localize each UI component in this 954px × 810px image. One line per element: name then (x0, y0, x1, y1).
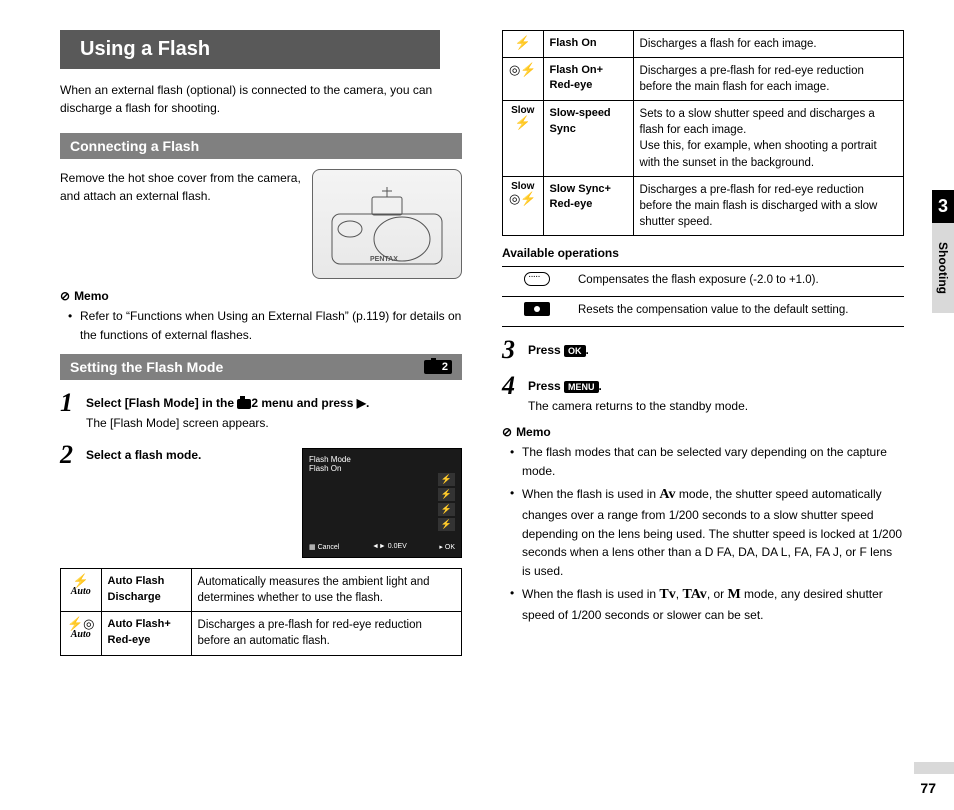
section-heading: Connecting a Flash (70, 138, 199, 154)
connect-text: Remove the hot shoe cover from the camer… (60, 169, 302, 205)
step-number: 2 (60, 442, 78, 468)
chapter-tab: 3 Shooting (932, 190, 954, 313)
lcd-screenshot: Flash Mode Flash On ⚡ ⚡ ⚡ ⚡ ▦ Cancel (302, 448, 462, 558)
chapter-number: 3 (932, 190, 954, 223)
step-sub: The [Flash Mode] screen appears. (86, 414, 462, 432)
step-1: 1 Select [Flash Mode] in the 2 menu and … (60, 390, 462, 432)
memo-item: Refer to “Functions when Using an Extern… (68, 307, 462, 344)
memo-item: When the flash is used in Av mode, the s… (510, 484, 904, 580)
menu-tag: 2 (424, 360, 452, 374)
step-3: 3 Press OK. (502, 337, 904, 363)
mode-m-icon: M (727, 587, 740, 602)
camera-illustration: PENTAX (312, 169, 462, 279)
menu-button-icon: MENU (564, 381, 599, 393)
table-row: Slow◎⚡ Slow Sync+ Red-eye Discharges a p… (503, 176, 904, 235)
step-sub: The camera returns to the standby mode. (528, 397, 904, 415)
table-row: ⚡ Flash On Discharges a flash for each i… (503, 31, 904, 58)
memo-item: The flash modes that can be selected var… (510, 443, 904, 480)
available-ops-table: Compensates the flash exposure (-2.0 to … (502, 266, 904, 327)
rear-dial-icon (524, 272, 550, 286)
table-row: ⚡Auto Auto Flash Discharge Automatically… (61, 569, 462, 612)
step-4: 4 Press MENU. The camera returns to the … (502, 373, 904, 415)
memo-heading: Memo (502, 425, 904, 439)
page-number: 77 (920, 780, 936, 796)
section-heading: Setting the Flash Mode (70, 359, 223, 375)
table-row: ◎⚡ Flash On+ Red-eye Discharges a pre-fl… (503, 58, 904, 101)
mode-tav-icon: TAv (682, 587, 706, 602)
intro-text: When an external flash (optional) is con… (60, 81, 462, 117)
memo-heading: Memo (60, 289, 462, 303)
memo-item: When the flash is used in Tv, TAv, or M … (510, 584, 904, 624)
page-decoration (914, 762, 954, 774)
available-ops-heading: Available operations (502, 246, 904, 260)
table-row: ⚡◎Auto Auto Flash+ Red-eye Discharges a … (61, 612, 462, 655)
page-title: Using a Flash (60, 30, 440, 69)
table-row: Slow⚡ Slow-speed Sync Sets to a slow shu… (503, 101, 904, 176)
section-flash-mode: Setting the Flash Mode 2 (60, 354, 462, 380)
table-row: Resets the compensation value to the def… (502, 297, 904, 327)
mode-tv-icon: Tv (659, 587, 675, 602)
green-button-icon (524, 302, 550, 316)
table-row: Compensates the flash exposure (-2.0 to … (502, 266, 904, 296)
flash-modes-table-right: ⚡ Flash On Discharges a flash for each i… (502, 30, 904, 236)
chapter-label: Shooting (932, 223, 954, 313)
flash-modes-table-left: ⚡Auto Auto Flash Discharge Automatically… (60, 568, 462, 655)
step-number: 3 (502, 337, 520, 363)
step-number: 1 (60, 390, 78, 416)
step-2: 2 Select a flash mode. Flash Mode Flash … (60, 442, 462, 558)
svg-text:PENTAX: PENTAX (370, 256, 398, 263)
section-connecting: Connecting a Flash (60, 133, 462, 159)
mode-av-icon: Av (659, 487, 675, 502)
ok-button-icon: OK (564, 345, 586, 357)
step-number: 4 (502, 373, 520, 399)
